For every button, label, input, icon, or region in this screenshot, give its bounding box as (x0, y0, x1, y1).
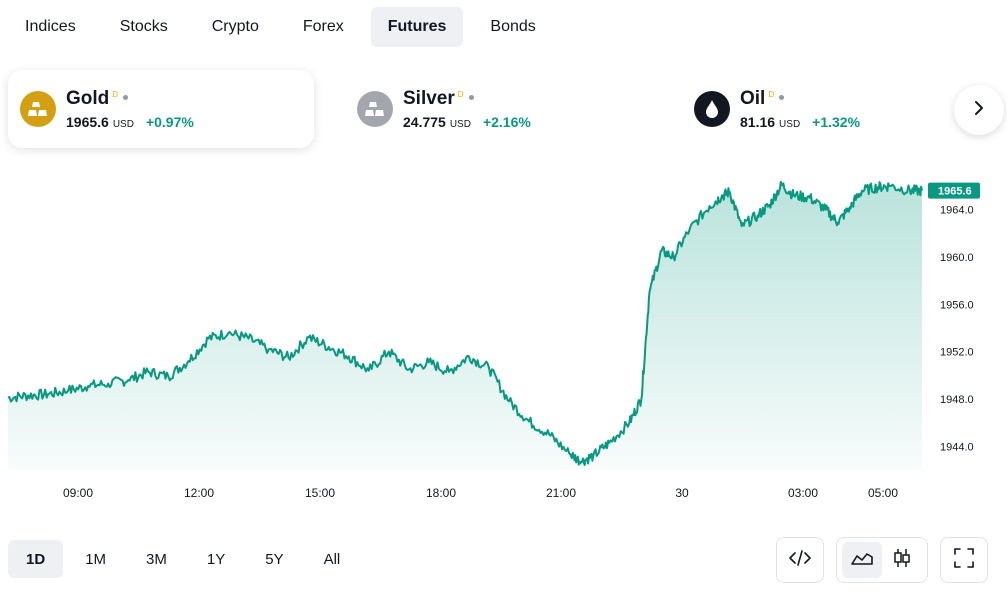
tab-indices[interactable]: Indices (25, 18, 76, 35)
code-icon (789, 549, 811, 571)
y-tick-label: 1956.0 (940, 299, 974, 311)
price-unit: USD (449, 119, 471, 130)
chart-type-toggle (836, 537, 928, 583)
symbol-price: 81.16 (740, 114, 776, 130)
symbol-price: 24.775 (403, 114, 446, 130)
embed-code-button[interactable] (776, 537, 824, 583)
delay-flag: D (457, 90, 464, 99)
chevron-right-icon (973, 100, 985, 121)
y-tick-label: 1952.0 (940, 347, 974, 359)
area-chart-icon (851, 550, 873, 571)
symbol-card-silver[interactable]: Silver D 24.775 USD +2.16% (345, 70, 595, 148)
symbol-name: Gold (66, 88, 110, 109)
symbol-cards: Gold D 1965.6 USD +0.97% Silver D 24.775 USD +… (8, 70, 1007, 148)
x-tick-label: 03:00 (788, 486, 818, 500)
fullscreen-button[interactable] (940, 537, 988, 583)
x-tick-label: 05:00 (868, 486, 898, 500)
gold-bars-icon (20, 91, 56, 127)
symbol-card-gold[interactable]: Gold D 1965.6 USD +0.97% (8, 70, 314, 148)
price-area-fill (8, 181, 922, 470)
tab-crypto[interactable]: Crypto (211, 18, 259, 35)
symbol-price: 1965.6 (66, 114, 109, 130)
last-price-badge (928, 182, 980, 199)
market-status-dot (123, 95, 129, 100)
oil-drop-icon (694, 91, 730, 127)
market-status-dot (468, 95, 474, 100)
price-change: +1.32% (812, 114, 861, 130)
fullscreen-icon (954, 547, 974, 573)
tab-stocks[interactable]: Stocks (119, 18, 168, 35)
x-tick-label: 18:00 (426, 486, 456, 500)
last-price-label: 1965.6 (938, 186, 972, 198)
candles-chart-button[interactable] (882, 542, 922, 578)
price-line (7, 180, 923, 466)
tab-bonds[interactable]: Bonds (490, 18, 536, 35)
delay-flag: D (768, 90, 775, 99)
market-tabs: Indices Stocks Crypto Forex Futures Bond… (8, 7, 563, 47)
range-1m[interactable]: 1M (85, 550, 107, 568)
x-tick-label: 09:00 (63, 486, 93, 500)
price-chart[interactable]: 1964.0 1960.0 1956.0 1952.0 1948.0 1944.0 1965… (0, 150, 1007, 510)
x-tick-label: 30 (675, 486, 689, 500)
range-1d[interactable]: 1D (8, 540, 64, 578)
candlestick-icon (893, 548, 911, 573)
symbol-name: Oil (740, 88, 766, 109)
range-1y[interactable]: 1Y (206, 550, 226, 568)
price-change: +2.16% (482, 114, 531, 130)
range-3m[interactable]: 3M (146, 550, 167, 568)
y-tick-label: 1944.0 (940, 441, 974, 453)
range-all[interactable]: All (323, 550, 341, 568)
tab-futures[interactable]: Futures (370, 7, 464, 47)
y-tick-label: 1948.0 (940, 394, 974, 406)
price-unit: USD (779, 119, 801, 130)
market-status-dot (779, 95, 785, 100)
y-tick-label: 1964.0 (940, 205, 974, 217)
price-unit: USD (112, 119, 134, 130)
silver-bars-icon (357, 91, 393, 127)
delay-flag: D (112, 90, 119, 99)
range-selector: 1D 1M 3M 1Y 5Y All (8, 540, 362, 578)
tab-forex[interactable]: Forex (302, 18, 344, 35)
range-5y[interactable]: 5Y (265, 550, 284, 568)
x-tick-label: 21:00 (546, 486, 576, 500)
x-tick-label: 12:00 (184, 486, 214, 500)
symbol-name: Silver (403, 88, 455, 109)
symbol-card-oil[interactable]: Oil D 81.16 USD +1.32% (682, 70, 932, 148)
next-symbols-button[interactable] (954, 85, 1004, 135)
y-tick-label: 1960.0 (940, 252, 974, 264)
price-change: +0.97% (145, 114, 194, 130)
x-tick-label: 15:00 (305, 486, 335, 500)
area-chart-button[interactable] (842, 542, 882, 578)
